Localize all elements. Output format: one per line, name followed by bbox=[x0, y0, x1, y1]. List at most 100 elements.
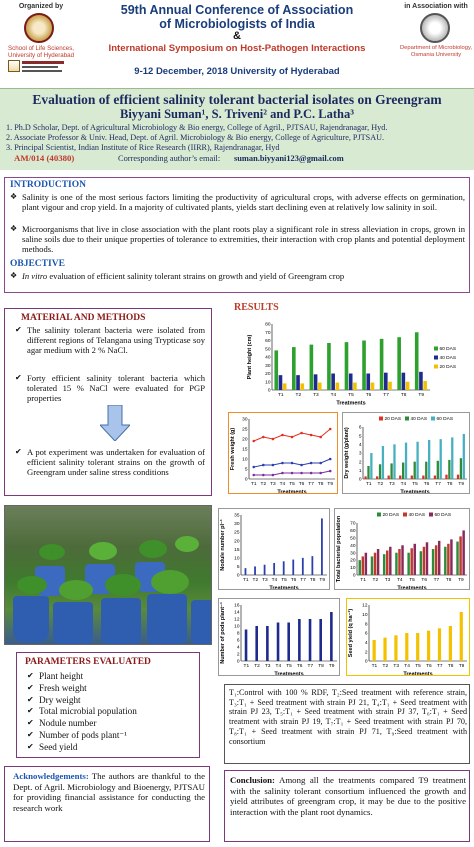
x-tick-label: T5 bbox=[415, 663, 421, 669]
y-tick-label: 1 bbox=[359, 468, 362, 474]
legend-swatch bbox=[377, 512, 381, 517]
legend-swatch bbox=[434, 355, 438, 360]
bar bbox=[401, 372, 406, 390]
bar bbox=[459, 612, 463, 661]
bar bbox=[255, 626, 258, 661]
x-tick-label: T7 bbox=[383, 392, 389, 398]
bar bbox=[462, 433, 465, 479]
plant-height-chart: 0 10 20 30 40 50 60 70 80 T1 T2 T3 T4 T5 T6 T7 T8 T9 Treat… bbox=[246, 318, 466, 406]
x-tick-label: T3 bbox=[313, 392, 319, 398]
legend-label: 20 DAS bbox=[385, 416, 402, 422]
x-tick-label: T9 bbox=[458, 481, 464, 487]
bar bbox=[361, 556, 365, 575]
y-tick-label: 80 bbox=[265, 322, 271, 328]
y-tick-label: 10 bbox=[362, 612, 368, 618]
bar bbox=[358, 560, 361, 575]
bar bbox=[425, 461, 428, 479]
bar bbox=[405, 633, 409, 661]
corresponding-email[interactable]: suman.biyyani123@gmail.com bbox=[234, 154, 344, 163]
bar bbox=[274, 350, 279, 390]
x-tick-label: T4 bbox=[401, 481, 407, 487]
data-point bbox=[319, 461, 322, 465]
data-point bbox=[309, 433, 313, 437]
bar bbox=[300, 383, 305, 390]
y-tick-label: 12 bbox=[234, 617, 240, 623]
check-icon: ✔ bbox=[15, 373, 22, 382]
bar bbox=[330, 612, 333, 661]
parameter-item: ✔ Seed yield bbox=[27, 741, 78, 752]
x-axis-label: Treatments bbox=[274, 672, 303, 677]
x-tick-label: T8 bbox=[401, 392, 407, 398]
data-point bbox=[262, 473, 265, 477]
fresh-weight-chart: 0 5 10 15 20 25 30 T1 T2 T3 T4 T5 T6 T7 T8 T9 Treatments… bbox=[228, 412, 338, 494]
x-tick-label: T1 bbox=[243, 577, 249, 583]
bar bbox=[422, 546, 426, 575]
y-tick-label: 8 bbox=[365, 621, 368, 627]
y-tick-label: 0 bbox=[268, 388, 271, 394]
x-tick-label: T2 bbox=[378, 481, 384, 487]
y-tick-label: 12 bbox=[362, 603, 368, 609]
data-point bbox=[300, 431, 303, 435]
y-tick-label: 0 bbox=[353, 573, 356, 579]
data-point bbox=[328, 469, 332, 473]
bar bbox=[317, 382, 322, 390]
x-tick-label: T2 bbox=[254, 663, 260, 669]
bar bbox=[456, 541, 459, 575]
data-point bbox=[271, 463, 275, 467]
bar bbox=[451, 437, 454, 479]
y-tick-label: 60 bbox=[350, 528, 356, 534]
x-tick-label: T2 bbox=[253, 577, 259, 583]
parameter-item: ✔ Nodule number bbox=[27, 718, 97, 729]
y-tick-label: 3 bbox=[359, 451, 362, 457]
bar bbox=[426, 630, 431, 661]
x-tick-label: T9 bbox=[329, 663, 335, 669]
check-icon: ✔ bbox=[27, 682, 34, 692]
methods-section: MATERIAL AND METHODS ✔ The salinity tole… bbox=[4, 308, 212, 496]
x-tick-label: T3 bbox=[393, 663, 399, 669]
x-tick-label: T4 bbox=[272, 577, 278, 583]
data-point bbox=[300, 463, 303, 467]
bar bbox=[311, 556, 314, 575]
y-tick-label: 14 bbox=[234, 610, 240, 616]
check-icon: ✔ bbox=[27, 718, 34, 728]
y-tick-label: 70 bbox=[265, 330, 271, 336]
parameter-item: ✔ Number of pods plant⁻¹ bbox=[27, 729, 127, 740]
x-axis-label: Treatments bbox=[277, 490, 306, 495]
bar bbox=[428, 440, 431, 479]
bar bbox=[448, 459, 451, 479]
y-tick-label: 0 bbox=[359, 477, 362, 483]
bar bbox=[439, 439, 442, 479]
y-tick-label: 50 bbox=[350, 535, 356, 541]
x-tick-label: T7 bbox=[308, 663, 314, 669]
in-association-label: in Association with bbox=[404, 3, 468, 10]
y-tick-label: 0 bbox=[237, 573, 240, 579]
introduction-section: INTRODUCTION ❖ Salinity is one of the mo… bbox=[4, 177, 470, 293]
bar bbox=[410, 548, 413, 575]
bar bbox=[372, 640, 376, 661]
check-icon: ✔ bbox=[27, 671, 34, 680]
y-axis-label: Fresh weight (g) bbox=[230, 428, 236, 471]
bar bbox=[402, 462, 405, 479]
y-tick-label: 50 bbox=[265, 346, 271, 352]
sponsor-logo bbox=[8, 60, 64, 82]
bar bbox=[344, 342, 349, 390]
x-tick-label: T7 bbox=[437, 663, 443, 669]
x-tick-label: T1 bbox=[278, 392, 284, 398]
y-tick-label: 15 bbox=[242, 447, 248, 453]
bar bbox=[388, 381, 392, 390]
x-tick-label: T5 bbox=[409, 577, 415, 583]
poster-title: Evaluation of efficient salinity toleran… bbox=[32, 92, 442, 107]
introduction-heading: INTRODUCTION bbox=[10, 180, 87, 190]
x-tick-label: T4 bbox=[276, 663, 282, 669]
affiliation-2: 2. Associate Professor & Univ. Head, Dep… bbox=[6, 133, 385, 142]
data-point bbox=[252, 439, 256, 443]
series-line bbox=[253, 428, 331, 442]
bar bbox=[434, 545, 438, 575]
bar bbox=[448, 626, 452, 661]
x-tick-label: T3 bbox=[262, 577, 268, 583]
bar bbox=[413, 543, 416, 575]
legend-label: 20 DAS bbox=[383, 512, 400, 518]
treatments-legend: T₁:Control with 100 % RDF, T₂:Seed treat… bbox=[224, 684, 470, 764]
bar bbox=[335, 382, 340, 390]
x-tick-label: T6 bbox=[297, 663, 303, 669]
